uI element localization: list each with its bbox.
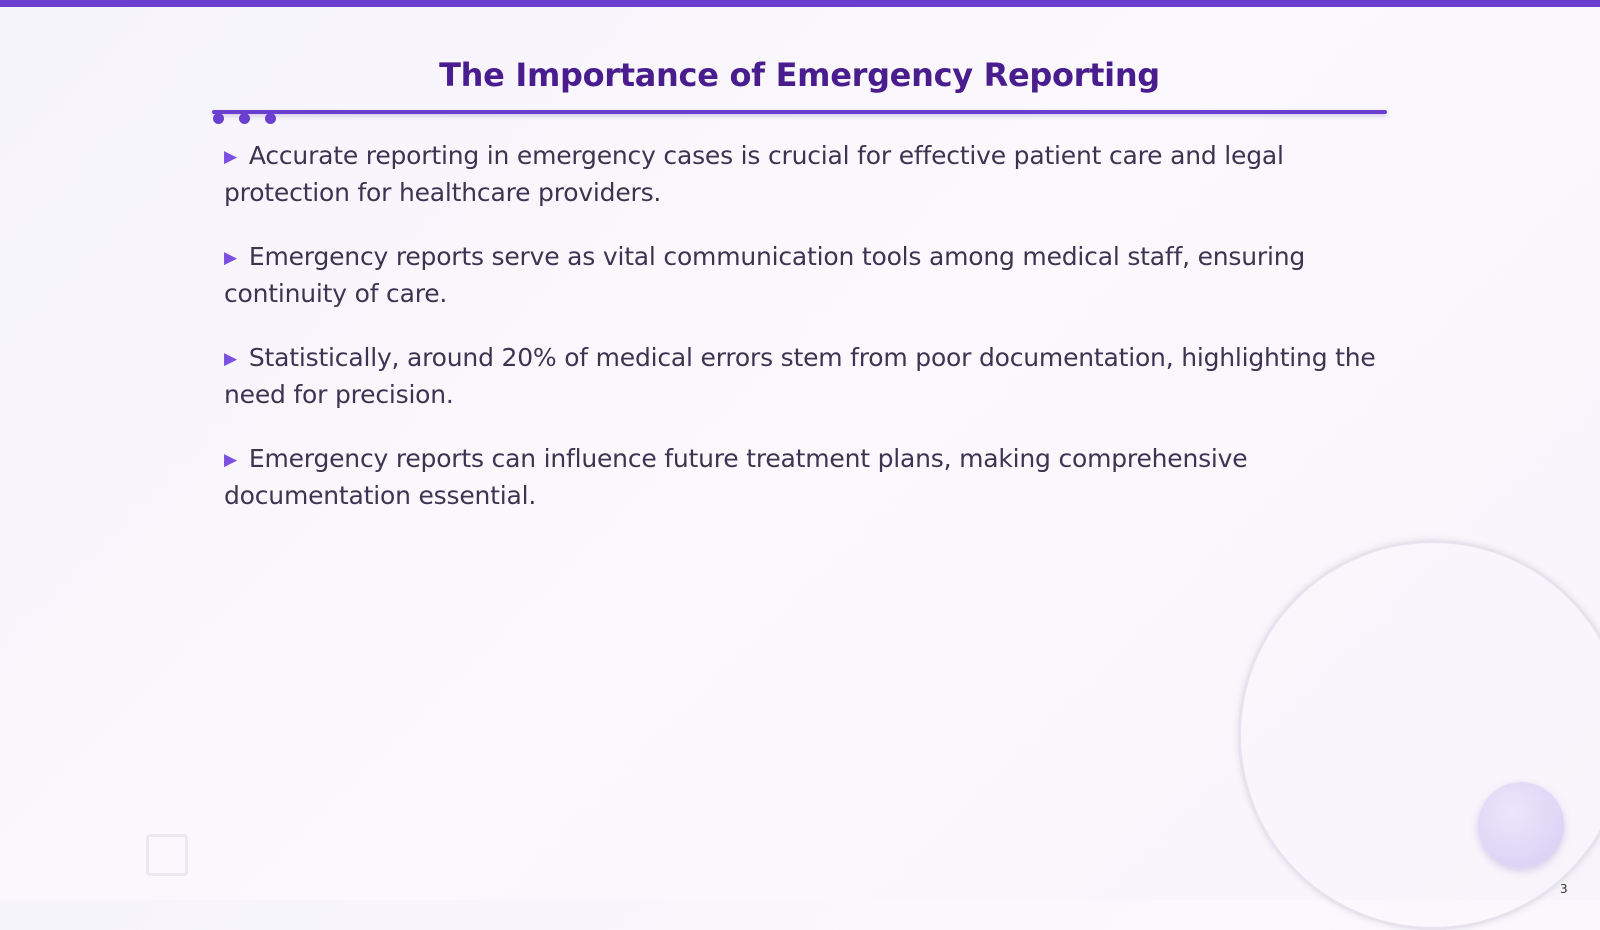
bullet: Emergency reports can influence future t…	[224, 441, 1384, 514]
bullet: Statistically, around 20% of medical err…	[224, 340, 1384, 413]
decor-circle	[1478, 782, 1564, 868]
top-bar	[0, 0, 1600, 7]
bullet: Emergency reports serve as vital communi…	[224, 239, 1384, 312]
decor-dot	[213, 113, 224, 124]
slide: The Importance of Emergency Reporting Ac…	[0, 0, 1600, 900]
page-number: 3	[1560, 882, 1568, 896]
decor-square	[146, 834, 188, 876]
decor-dot	[239, 113, 250, 124]
decor-dot	[265, 113, 276, 124]
title-rule	[212, 110, 1387, 114]
decor-ring	[1238, 540, 1600, 930]
bullet-list: Accurate reporting in emergency cases is…	[224, 138, 1384, 542]
bullet: Accurate reporting in emergency cases is…	[224, 138, 1384, 211]
slide-title: The Importance of Emergency Reporting	[439, 56, 1160, 94]
